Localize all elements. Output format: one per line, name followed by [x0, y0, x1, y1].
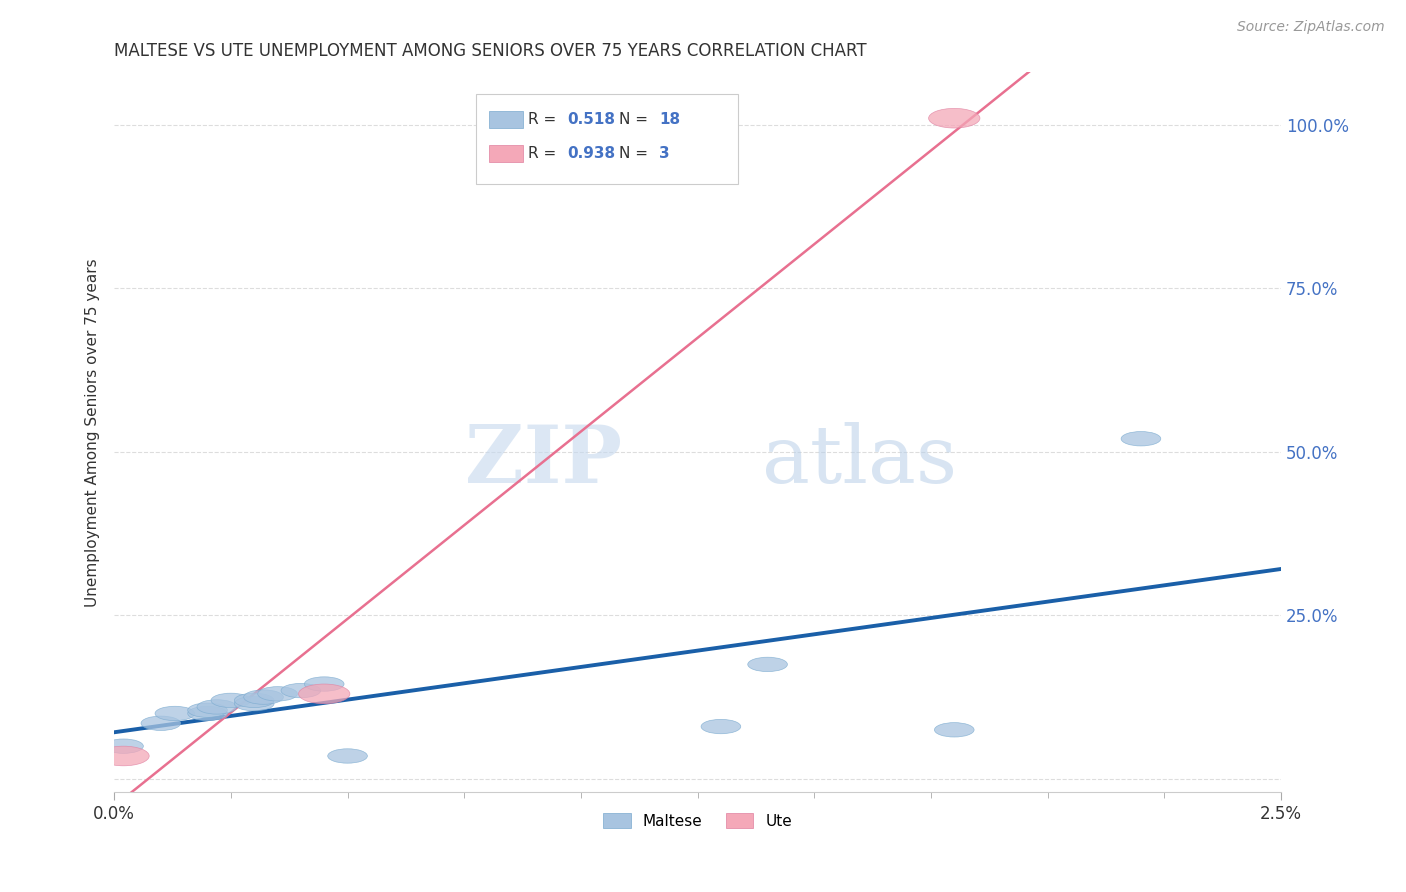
Ellipse shape: [187, 703, 228, 717]
Text: R =: R =: [529, 146, 557, 161]
Ellipse shape: [98, 747, 149, 766]
FancyBboxPatch shape: [489, 111, 523, 128]
Ellipse shape: [235, 697, 274, 711]
Legend: Maltese, Ute: Maltese, Ute: [598, 807, 799, 835]
Ellipse shape: [298, 684, 350, 704]
Ellipse shape: [141, 716, 181, 731]
Text: atlas: atlas: [762, 422, 957, 500]
Ellipse shape: [235, 693, 274, 707]
Ellipse shape: [257, 687, 298, 701]
Ellipse shape: [1121, 432, 1161, 446]
Ellipse shape: [748, 657, 787, 672]
Ellipse shape: [928, 109, 980, 128]
Ellipse shape: [155, 706, 194, 721]
Y-axis label: Unemployment Among Seniors over 75 years: Unemployment Among Seniors over 75 years: [86, 258, 100, 607]
Ellipse shape: [211, 693, 250, 707]
Text: N =: N =: [620, 146, 648, 161]
FancyBboxPatch shape: [489, 145, 523, 162]
Ellipse shape: [935, 723, 974, 737]
Text: 18: 18: [659, 112, 681, 127]
Text: 3: 3: [659, 146, 669, 161]
Text: 0.938: 0.938: [567, 146, 614, 161]
Ellipse shape: [702, 719, 741, 734]
Text: ZIP: ZIP: [465, 422, 621, 500]
Text: MALTESE VS UTE UNEMPLOYMENT AMONG SENIORS OVER 75 YEARS CORRELATION CHART: MALTESE VS UTE UNEMPLOYMENT AMONG SENIOR…: [114, 42, 868, 60]
Text: N =: N =: [620, 112, 648, 127]
Ellipse shape: [197, 699, 236, 714]
Ellipse shape: [328, 748, 367, 764]
FancyBboxPatch shape: [475, 94, 738, 184]
Ellipse shape: [304, 677, 344, 691]
Text: 0.518: 0.518: [567, 112, 614, 127]
Ellipse shape: [243, 690, 284, 705]
Ellipse shape: [104, 739, 143, 754]
Ellipse shape: [281, 683, 321, 698]
Text: Source: ZipAtlas.com: Source: ZipAtlas.com: [1237, 20, 1385, 34]
Ellipse shape: [187, 706, 228, 721]
Text: R =: R =: [529, 112, 557, 127]
